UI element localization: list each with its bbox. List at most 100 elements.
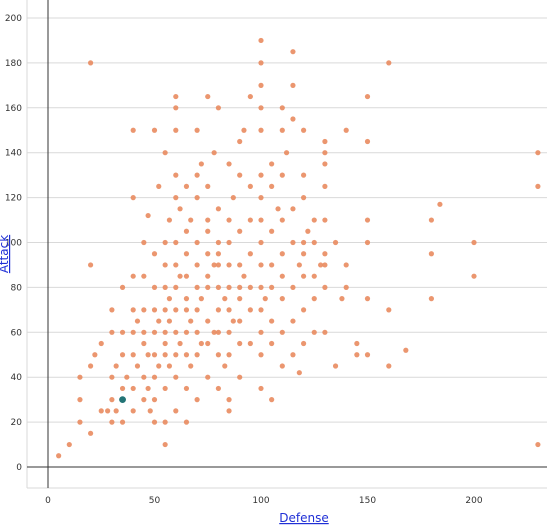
data-point[interactable] [279, 363, 285, 369]
data-point[interactable] [269, 284, 275, 290]
data-point[interactable] [205, 340, 211, 347]
data-point[interactable] [194, 172, 200, 178]
data-point[interactable] [215, 307, 221, 313]
data-point[interactable] [535, 150, 541, 156]
data-point[interactable] [215, 262, 221, 268]
data-point[interactable] [130, 329, 136, 335]
data-point[interactable] [145, 352, 151, 358]
data-point[interactable] [343, 262, 349, 268]
data-point[interactable] [141, 307, 147, 313]
data-point[interactable] [215, 352, 221, 358]
data-point[interactable] [151, 251, 158, 257]
data-point[interactable] [173, 239, 179, 246]
data-point[interactable] [88, 363, 94, 369]
data-point[interactable] [77, 374, 83, 380]
x-axis-title[interactable]: Defense [279, 511, 328, 525]
data-point[interactable] [386, 60, 392, 66]
data-point[interactable] [156, 318, 162, 324]
data-point[interactable] [173, 127, 179, 133]
data-point[interactable] [77, 419, 83, 425]
data-point[interactable] [311, 239, 317, 246]
data-point[interactable] [119, 284, 126, 290]
data-point[interactable] [130, 408, 136, 414]
data-point[interactable] [173, 172, 179, 178]
data-point[interactable] [428, 296, 434, 302]
data-point[interactable] [258, 352, 264, 358]
data-point[interactable] [226, 239, 232, 246]
data-point[interactable] [198, 161, 204, 167]
data-point[interactable] [290, 206, 296, 212]
data-point[interactable] [205, 228, 211, 234]
data-point[interactable] [183, 273, 190, 279]
data-point[interactable] [162, 239, 168, 246]
data-point[interactable] [173, 195, 179, 201]
data-point[interactable] [301, 127, 307, 133]
data-point[interactable] [296, 370, 302, 376]
data-point[interactable] [258, 329, 264, 335]
data-point[interactable] [151, 329, 158, 335]
data-point[interactable] [215, 206, 221, 212]
data-point[interactable] [151, 284, 158, 290]
data-point[interactable] [262, 296, 268, 302]
data-point[interactable] [301, 340, 307, 347]
data-point[interactable] [364, 352, 371, 358]
data-point[interactable] [237, 228, 243, 234]
data-point[interactable] [66, 441, 72, 448]
data-point[interactable] [237, 340, 243, 347]
data-point[interactable] [194, 195, 200, 201]
data-point[interactable] [258, 82, 264, 88]
data-point[interactable] [237, 296, 243, 302]
data-point[interactable] [194, 397, 200, 403]
data-point[interactable] [237, 138, 243, 145]
data-point[interactable] [311, 329, 317, 335]
data-point[interactable] [141, 239, 147, 246]
data-point[interactable] [56, 453, 62, 459]
data-point[interactable] [222, 296, 228, 302]
data-point[interactable] [105, 408, 111, 414]
data-point[interactable] [226, 161, 232, 167]
data-point[interactable] [183, 329, 190, 335]
data-point[interactable] [173, 93, 179, 100]
data-point[interactable] [188, 363, 194, 369]
data-point[interactable] [162, 307, 168, 313]
data-point[interactable] [119, 352, 126, 358]
data-point[interactable] [141, 340, 147, 347]
data-point[interactable] [173, 374, 179, 380]
data-point[interactable] [92, 352, 98, 358]
data-point[interactable] [77, 397, 83, 403]
data-point[interactable] [162, 441, 168, 448]
data-point[interactable] [147, 408, 153, 414]
data-point[interactable] [194, 329, 200, 335]
data-point[interactable] [437, 201, 443, 207]
data-point[interactable] [215, 105, 221, 111]
data-point[interactable] [205, 217, 211, 223]
data-point[interactable] [322, 183, 328, 189]
data-point[interactable] [194, 262, 200, 268]
data-point[interactable] [230, 195, 236, 201]
data-point[interactable] [188, 318, 194, 324]
data-point[interactable] [173, 262, 179, 268]
data-point[interactable] [183, 385, 190, 392]
data-point[interactable] [247, 217, 253, 223]
data-point[interactable] [130, 127, 136, 133]
data-point[interactable] [173, 284, 179, 290]
data-point[interactable] [290, 284, 296, 290]
data-point[interactable] [88, 430, 94, 436]
data-point[interactable] [301, 273, 307, 279]
data-point[interactable] [279, 273, 285, 279]
data-point[interactable] [98, 340, 104, 347]
data-point[interactable] [354, 352, 360, 358]
data-point[interactable] [311, 273, 317, 279]
y-axis-title[interactable]: Attack [0, 235, 11, 273]
data-point[interactable] [130, 385, 136, 392]
data-point[interactable] [109, 329, 115, 335]
data-point[interactable] [269, 183, 275, 189]
data-point[interactable] [301, 195, 307, 201]
data-point[interactable] [258, 127, 264, 133]
data-point[interactable] [290, 49, 296, 55]
data-point[interactable] [471, 273, 477, 279]
data-point[interactable] [322, 262, 328, 268]
data-point[interactable] [141, 397, 147, 403]
data-point[interactable] [332, 363, 339, 369]
data-point[interactable] [198, 340, 204, 347]
